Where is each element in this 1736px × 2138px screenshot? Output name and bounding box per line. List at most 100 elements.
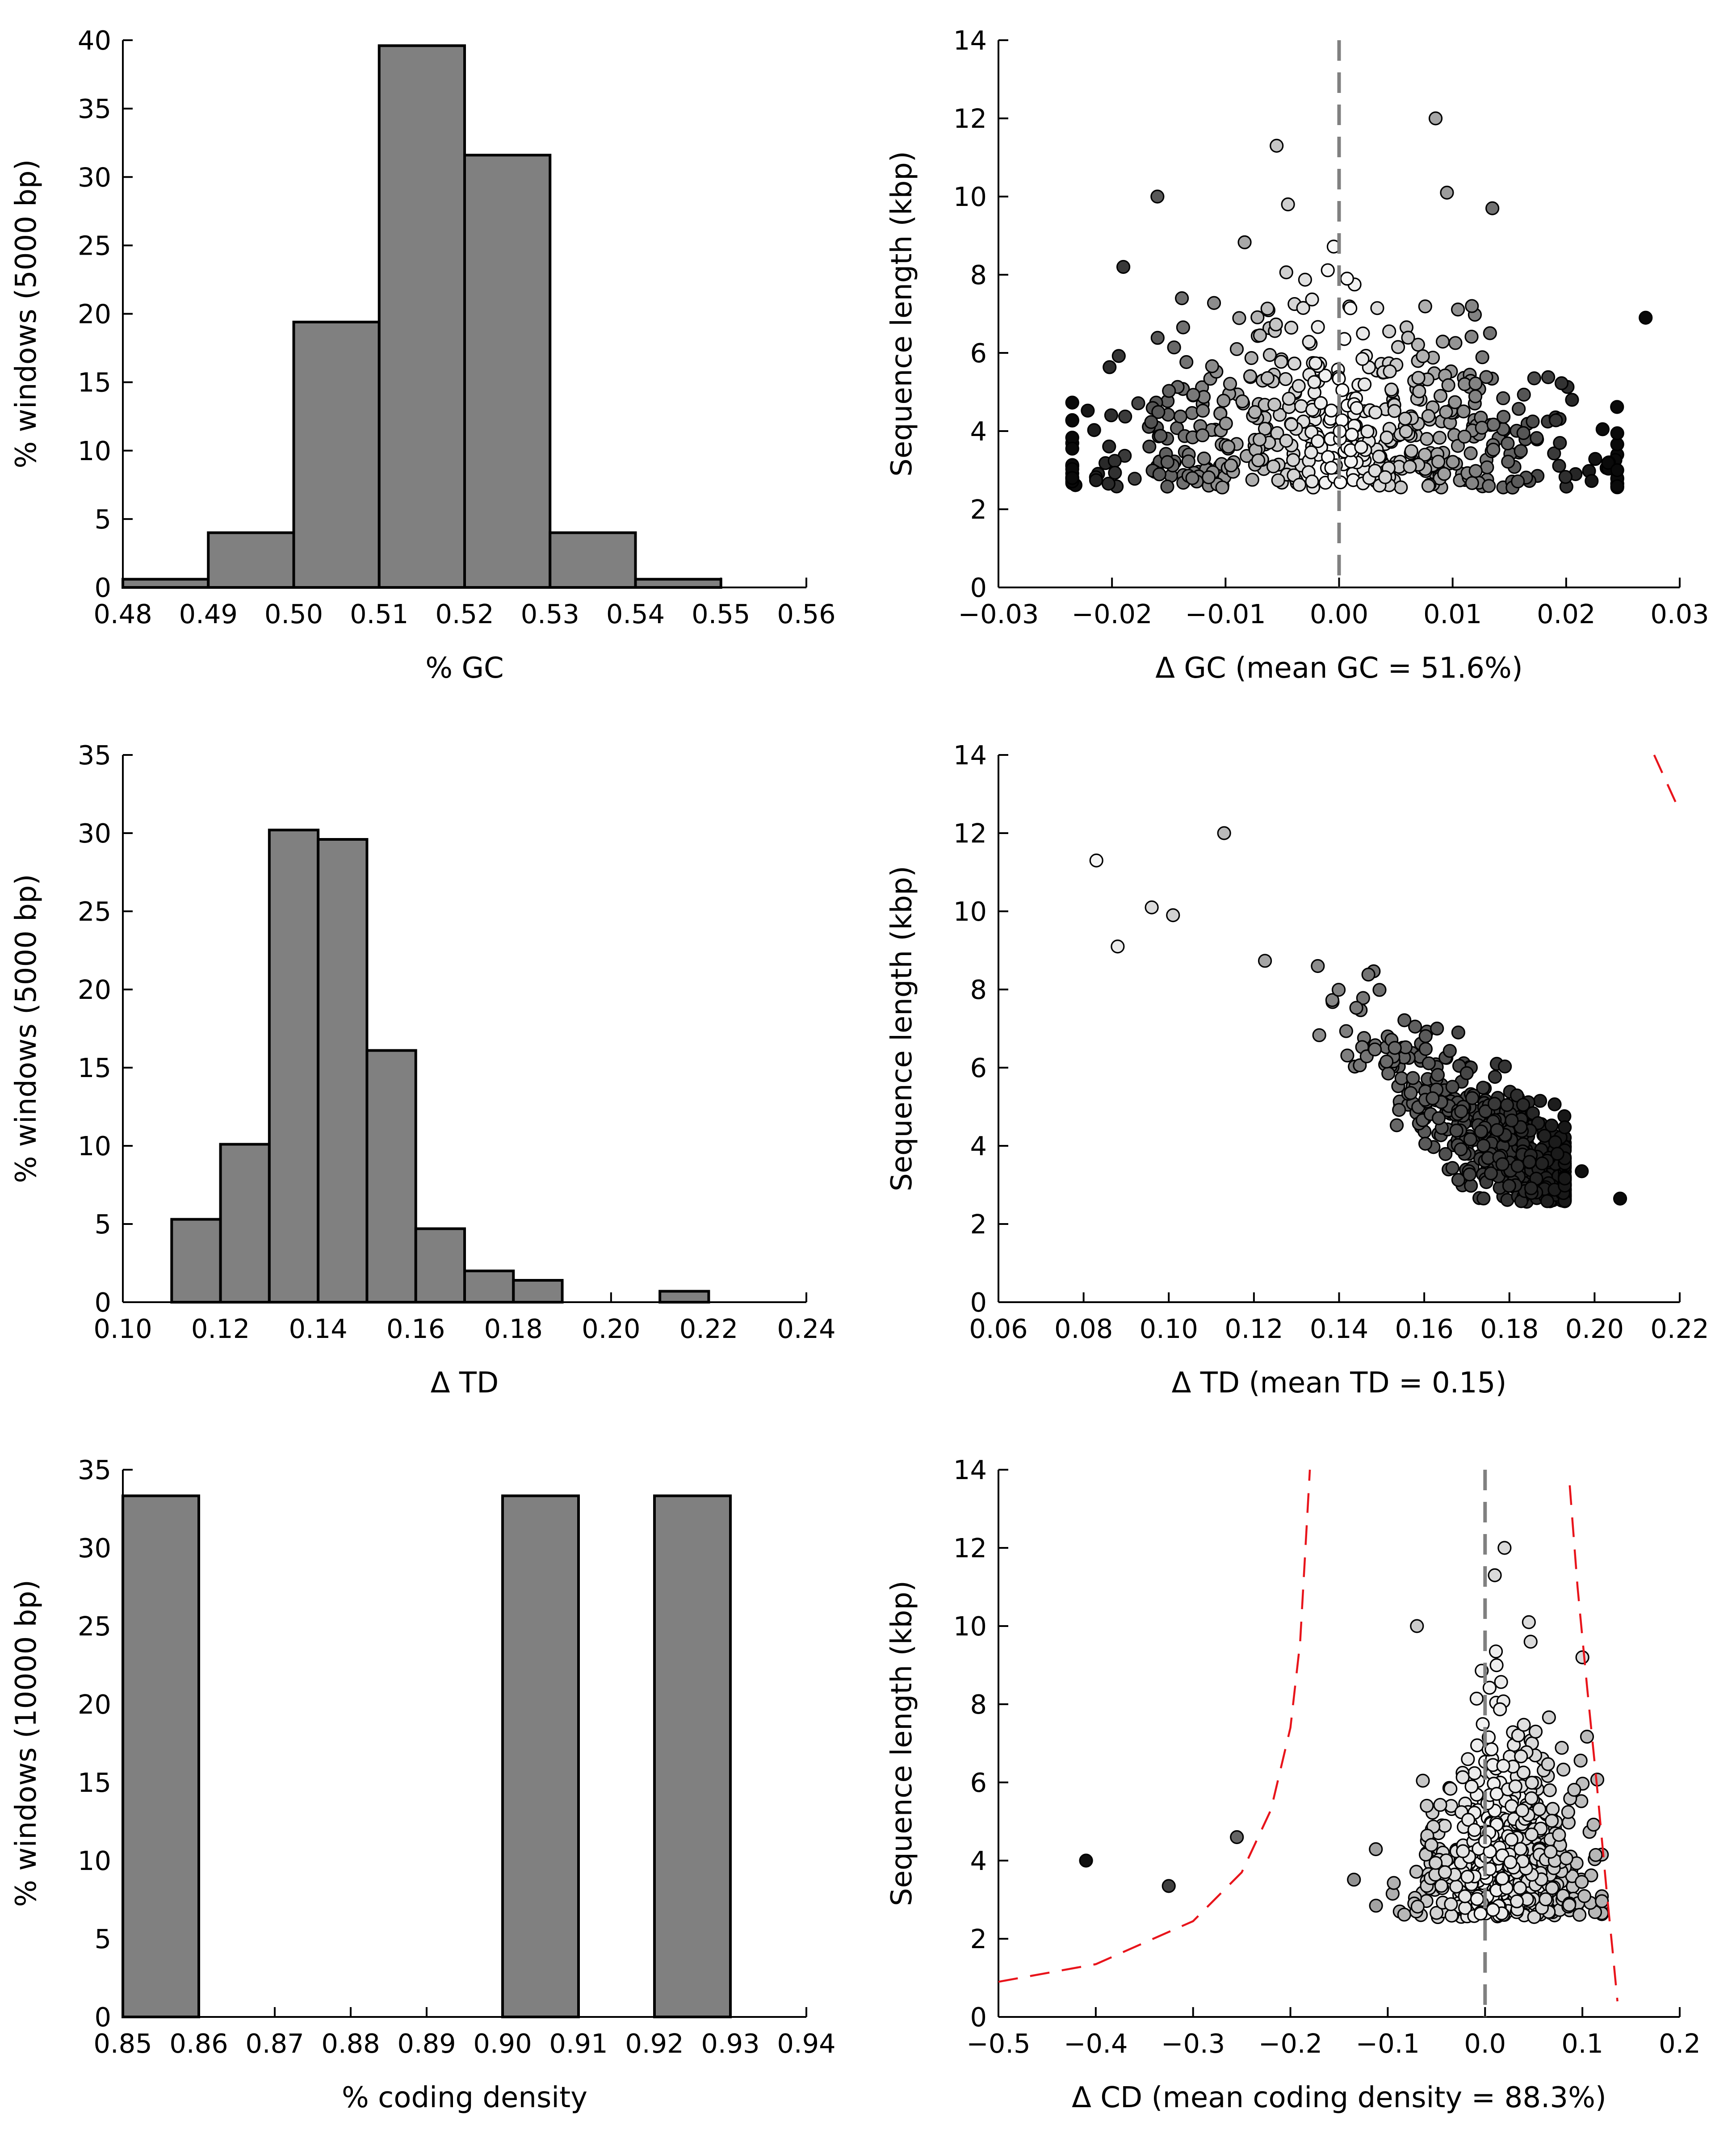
data-point: [1517, 387, 1531, 402]
y-tick-label: 2: [970, 494, 987, 525]
data-point: [1361, 968, 1375, 982]
scatter-points: [1089, 826, 1627, 1209]
data-point: [1463, 1132, 1477, 1147]
outlier-point: [1145, 900, 1159, 914]
data-point: [1253, 328, 1267, 343]
data-point: [1469, 1691, 1484, 1706]
data-point: [1258, 954, 1272, 968]
data-point: [1505, 1113, 1519, 1128]
x-tick-label: 0.14: [289, 1313, 347, 1344]
data-point: [1368, 464, 1382, 478]
data-point: [1438, 1819, 1452, 1833]
data-point: [1465, 476, 1479, 490]
x-tick-label: 0.24: [777, 1313, 835, 1344]
data-point: [1547, 446, 1561, 461]
x-axis-label: % coding density: [342, 2081, 587, 2114]
data-point: [1437, 467, 1451, 481]
y-tick-label: 0: [970, 572, 987, 603]
data-point: [1535, 1156, 1549, 1171]
data-point: [1527, 1910, 1541, 1924]
data-point: [1495, 1157, 1510, 1171]
data-point: [1558, 1120, 1572, 1135]
data-point: [1298, 272, 1312, 287]
histogram-bar: [292, 320, 381, 589]
data-point: [1308, 356, 1323, 370]
data-point: [1378, 470, 1392, 484]
data-point: [1486, 1903, 1500, 1917]
data-point: [1131, 396, 1145, 411]
data-point: [1610, 479, 1624, 494]
data-point: [1173, 409, 1188, 423]
y-tick-label: 0: [94, 572, 111, 603]
y-axis-label: % windows (5000 bp): [10, 874, 43, 1183]
x-tick-label: 0.12: [1224, 1313, 1283, 1344]
data-point: [1468, 376, 1483, 391]
x-tick-label: 0.0: [1464, 2028, 1506, 2059]
data-point: [1463, 1167, 1477, 1182]
data-point: [1451, 302, 1465, 317]
data-point: [1258, 422, 1272, 436]
data-point: [1461, 1752, 1475, 1766]
x-tick-label: −0.3: [1161, 2028, 1225, 2059]
y-tick-label: 30: [78, 818, 111, 849]
data-point: [1451, 1173, 1466, 1187]
data-point: [1484, 1742, 1499, 1757]
data-point: [1420, 1798, 1434, 1813]
data-point: [1237, 235, 1252, 250]
data-point: [1102, 439, 1116, 454]
data-point: [1065, 413, 1079, 428]
histogram-bar: [122, 1494, 200, 2018]
data-point: [1533, 1094, 1547, 1108]
x-tick-label: 0.02: [1537, 599, 1595, 629]
histogram-bar: [377, 44, 466, 589]
data-point: [1444, 1897, 1458, 1912]
data-point: [1335, 383, 1350, 397]
y-tick-label: 4: [970, 1131, 987, 1161]
histogram-bar: [512, 1279, 564, 1304]
y-tick-label: 10: [78, 1845, 111, 1876]
outlier-point: [1270, 138, 1284, 153]
data-point: [1435, 335, 1450, 349]
data-point: [1408, 1019, 1422, 1034]
data-point: [1601, 456, 1615, 470]
data-point: [1108, 465, 1122, 480]
y-tick-label: 6: [970, 1052, 987, 1083]
y-axis-label: Sequence length (kbp): [885, 1580, 918, 1906]
data-point: [1292, 478, 1307, 492]
y-tick-label: 30: [78, 1533, 111, 1564]
x-tick-label: 0.14: [1310, 1313, 1368, 1344]
data-point: [1197, 451, 1211, 465]
data-point: [1580, 1730, 1594, 1744]
data-point: [1545, 1881, 1560, 1895]
x-tick-label: 0.2: [1659, 2028, 1701, 2059]
data-point: [1284, 417, 1299, 432]
data-point: [1347, 1873, 1361, 1887]
data-point: [1516, 426, 1531, 440]
data-point: [1287, 356, 1302, 371]
data-point: [1065, 395, 1079, 410]
data-point: [1223, 377, 1237, 391]
data-point: [1486, 442, 1501, 457]
data-point: [1179, 355, 1194, 369]
data-point: [1541, 1757, 1555, 1771]
data-point: [1494, 1675, 1508, 1689]
data-point: [1207, 296, 1221, 310]
x-tick-label: 0.1: [1561, 2028, 1603, 2059]
data-point: [1335, 413, 1349, 428]
data-point: [1442, 1044, 1457, 1058]
data-point: [1465, 1091, 1480, 1105]
outlier-point: [1079, 1853, 1093, 1868]
histogram-bar: [365, 1049, 417, 1304]
data-point: [1514, 444, 1528, 458]
data-point: [1559, 1851, 1573, 1866]
data-point: [1367, 1042, 1382, 1056]
data-point: [1167, 340, 1181, 355]
x-tick-label: 0.91: [549, 2028, 608, 2059]
data-point: [1065, 441, 1079, 456]
data-point: [1489, 1658, 1504, 1673]
data-point: [1482, 1681, 1497, 1695]
x-tick-label: 0.06: [969, 1313, 1027, 1344]
data-point: [1457, 429, 1472, 444]
data-point: [1464, 1178, 1478, 1193]
data-point: [1081, 403, 1095, 418]
